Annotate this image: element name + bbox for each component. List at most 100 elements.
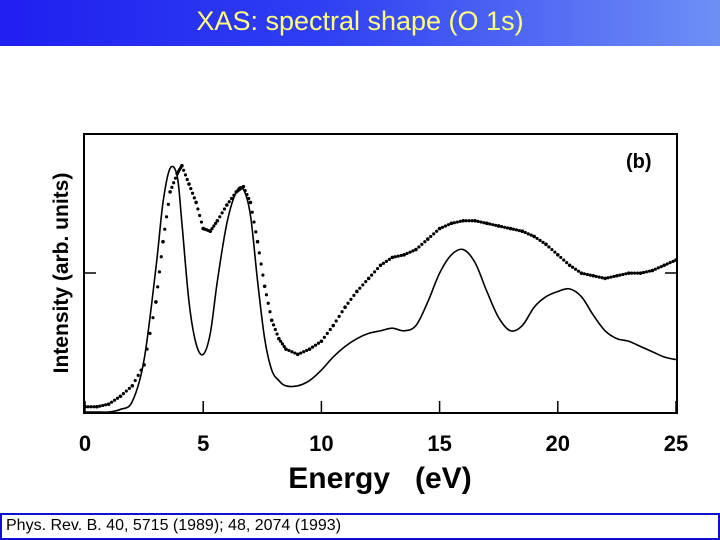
data-point [594,274,598,279]
data-point [674,258,678,262]
data-point [280,342,284,346]
data-point [156,285,160,289]
data-point [656,266,660,270]
data-point [405,251,409,256]
data-point [257,251,261,255]
data-point [185,177,189,182]
data-point [464,219,468,223]
data-point [665,262,669,266]
data-point [476,219,480,223]
data-point [127,386,131,391]
data-point [173,176,178,180]
data-point [435,229,439,233]
data-point [585,272,589,277]
x-tick-label: 20 [546,431,570,456]
data-point [570,265,575,269]
data-point [437,226,442,231]
data-point [358,286,362,290]
data-point [198,213,202,218]
data-point [159,255,163,259]
data-point [624,272,628,276]
data-point [331,323,336,328]
data-point [414,247,418,252]
data-point [618,273,622,277]
data-point [218,215,222,219]
data-point [423,240,427,244]
data-point [279,339,283,343]
data-point [494,223,498,227]
data-point [302,350,306,354]
data-point [86,405,90,409]
data-point [170,185,174,189]
data-point [364,280,368,284]
data-point [440,225,445,229]
data-point [118,394,123,399]
data-point [284,347,288,351]
citation-text: Phys. Rev. B. 40, 5715 (1989); 48, 2074 … [6,517,342,534]
data-point [500,225,504,229]
data-point [600,276,604,280]
data-point [282,344,286,349]
data-point [187,182,191,186]
data-point [553,250,557,254]
data-point [550,247,554,252]
data-point [662,263,666,268]
xas-spectrum-chart: 0 5 10 15 20 25 (b) Energy (eV) Intensity (ar… [50,133,688,495]
data-point [615,273,619,278]
data-point [349,297,353,301]
data-point [597,275,601,279]
data-point [121,392,126,396]
data-point [591,273,596,278]
data-point [168,190,172,194]
data-point [319,339,324,344]
data-point [588,273,592,277]
data-point [496,224,501,228]
data-point [182,168,186,172]
data-point [254,230,258,234]
data-point [361,283,365,287]
data-point [503,225,507,229]
data-point [266,301,270,305]
data-point [164,215,169,219]
data-point [370,273,374,277]
data-point [559,255,563,260]
data-point [638,271,643,275]
data-point [316,341,321,345]
data-point [520,229,525,234]
data-point [387,257,391,261]
data-point [133,378,137,383]
data-point [275,332,279,336]
data-point [372,270,377,274]
data-point [115,396,120,400]
data-point [194,200,198,205]
data-point [166,202,170,206]
data-point [161,239,165,244]
data-point [485,221,489,226]
data-point [269,318,274,323]
data-point [523,230,527,235]
data-point [366,276,371,281]
data-point [334,319,338,323]
data-point [653,267,657,271]
data-point [106,402,111,406]
data-point [343,305,347,310]
data-point [644,270,649,274]
data-point [325,331,329,335]
data-point [287,348,291,353]
data-point [189,187,193,191]
data-point [532,234,536,239]
data-point [408,250,412,254]
data-point [635,271,640,275]
data-point [668,261,672,265]
data-point [630,271,634,275]
data-point [299,351,303,355]
data-point [491,223,495,227]
slide-title-bar: XAS: spectral shape (O 1s) [0,0,720,46]
data-point [384,259,389,263]
data-point [541,240,545,244]
citation-box: Phys. Rev. B. 40, 5715 (1989); 48, 2074 … [0,513,720,540]
x-tick-label: 25 [664,431,688,456]
data-point [124,389,128,393]
data-point [313,343,318,347]
data-point [101,403,105,408]
